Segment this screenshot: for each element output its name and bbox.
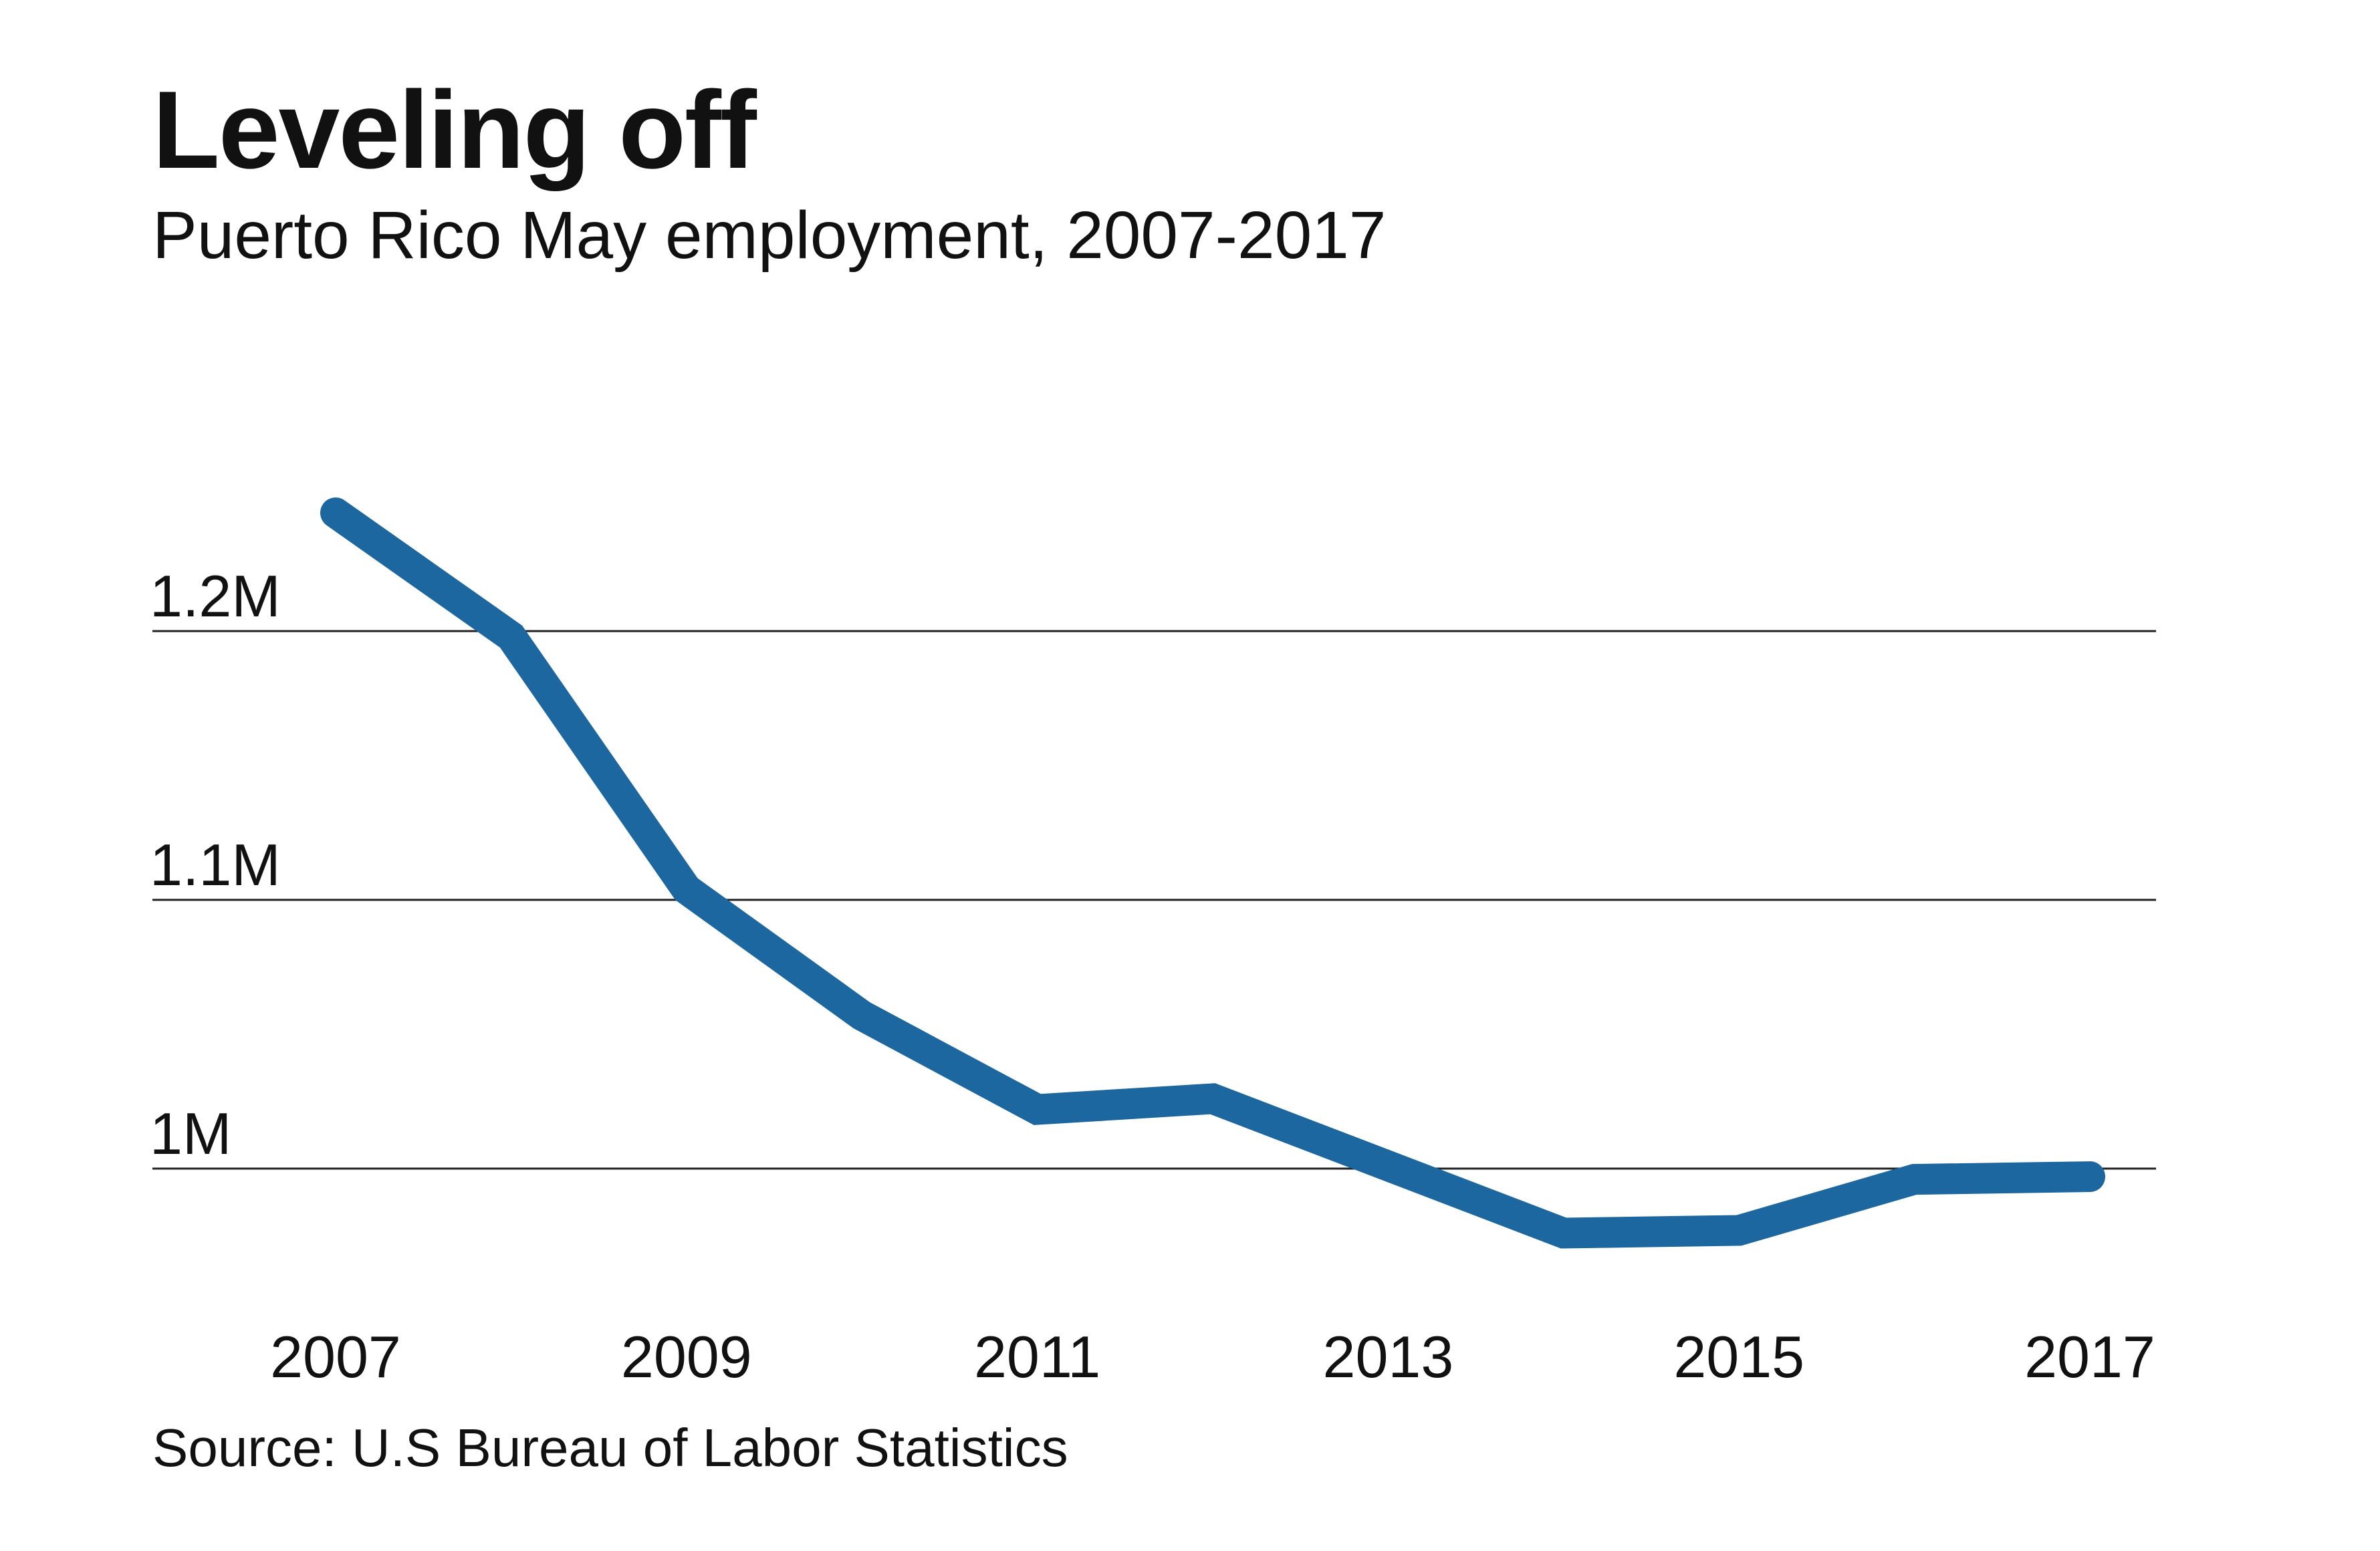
series-line: [320, 497, 2105, 1249]
y-tick-label: 1M: [150, 1100, 231, 1167]
chart-title: Leveling off: [152, 68, 757, 191]
x-tick-label: 2015: [1673, 1324, 1804, 1390]
x-tick-label: 2007: [270, 1324, 401, 1390]
source-note: Source: U.S Bureau of Labor Statistics: [152, 1418, 1068, 1477]
y-tick-label: 1.1M: [150, 832, 281, 898]
y-tick-label: 1.2M: [150, 563, 281, 629]
x-tick-label: 2017: [2024, 1324, 2155, 1390]
x-tick-label: 2011: [974, 1324, 1100, 1390]
x-tick-label: 2009: [621, 1324, 752, 1390]
x-tick-label: 2013: [1323, 1324, 1454, 1390]
chart-subtitle: Puerto Rico May employment, 2007-2017: [152, 198, 1387, 273]
